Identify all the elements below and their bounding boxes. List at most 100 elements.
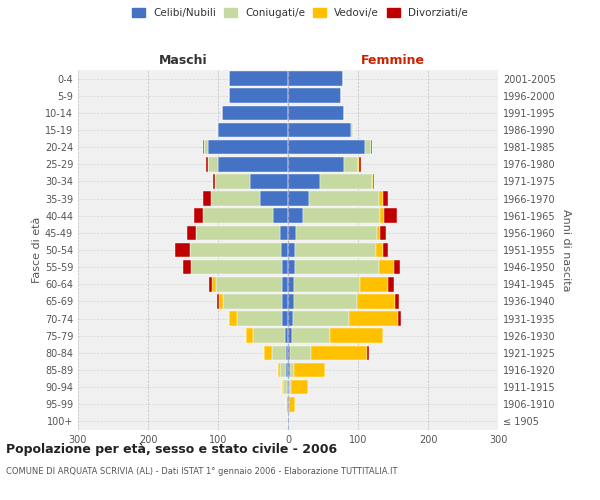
Bar (253, 328, 284, 343)
Bar (377, 226, 380, 240)
Bar (284, 328, 288, 343)
Bar (223, 294, 283, 308)
Bar (209, 277, 212, 291)
Bar (290, 362, 293, 378)
Bar (288, 362, 290, 378)
Bar (309, 192, 379, 206)
Bar (288, 208, 304, 223)
Bar (217, 294, 220, 308)
Bar (288, 192, 309, 206)
Bar (229, 312, 237, 326)
Bar (221, 106, 288, 120)
Bar (295, 242, 376, 258)
Bar (281, 242, 288, 258)
Bar (293, 294, 356, 308)
Bar (359, 157, 361, 172)
Bar (220, 294, 223, 308)
Bar (288, 106, 344, 120)
Bar (288, 157, 344, 172)
Bar (288, 380, 289, 394)
Bar (296, 226, 377, 240)
Bar (286, 362, 288, 378)
Bar (367, 346, 368, 360)
Bar (288, 260, 295, 274)
Bar (379, 260, 394, 274)
Bar (289, 397, 295, 411)
Bar (204, 140, 208, 154)
Bar (373, 174, 374, 188)
Bar (288, 122, 351, 138)
Bar (288, 226, 296, 240)
Bar (351, 122, 353, 138)
Bar (288, 72, 343, 86)
Bar (286, 397, 287, 411)
Text: Maschi: Maschi (158, 54, 208, 68)
Bar (292, 328, 330, 343)
Y-axis label: Fasce di età: Fasce di età (32, 217, 42, 283)
Bar (287, 397, 288, 411)
Bar (380, 208, 384, 223)
Bar (208, 157, 218, 172)
Bar (358, 157, 359, 172)
Bar (376, 242, 383, 258)
Bar (203, 192, 211, 206)
Bar (280, 226, 288, 240)
Bar (216, 277, 283, 291)
Bar (395, 294, 398, 308)
Bar (175, 242, 190, 258)
Bar (283, 277, 288, 291)
Bar (288, 328, 292, 343)
Bar (356, 294, 395, 308)
Bar (330, 328, 383, 343)
Bar (203, 140, 204, 154)
Bar (203, 208, 272, 223)
Bar (212, 277, 216, 291)
Bar (288, 414, 289, 428)
Bar (371, 140, 372, 154)
Bar (288, 140, 365, 154)
Bar (380, 226, 386, 240)
Bar (237, 312, 283, 326)
Bar (288, 277, 293, 291)
Bar (365, 140, 371, 154)
Bar (229, 72, 288, 86)
Bar (183, 260, 191, 274)
Bar (320, 174, 372, 188)
Text: Popolazione per età, sesso e stato civile - 2006: Popolazione per età, sesso e stato civil… (6, 442, 337, 456)
Bar (190, 242, 281, 258)
Bar (215, 174, 250, 188)
Bar (218, 157, 288, 172)
Legend: Celibi/Nubili, Coniugati/e, Vedovi/e, Divorziati/e: Celibi/Nubili, Coniugati/e, Vedovi/e, Di… (132, 8, 468, 18)
Text: COMUNE DI ARQUATA SCRIVIA (AL) - Dati ISTAT 1° gennaio 2006 - Elaborazione TUTTI: COMUNE DI ARQUATA SCRIVIA (AL) - Dati IS… (6, 468, 398, 476)
Bar (379, 192, 383, 206)
Bar (289, 380, 291, 394)
Bar (260, 192, 288, 206)
Bar (383, 192, 388, 206)
Bar (288, 312, 293, 326)
Bar (218, 122, 288, 138)
Bar (272, 346, 286, 360)
Bar (229, 88, 288, 103)
Bar (280, 362, 286, 378)
Bar (283, 312, 288, 326)
Bar (394, 260, 400, 274)
Y-axis label: Anni di nascita: Anni di nascita (561, 209, 571, 291)
Bar (384, 208, 397, 223)
Bar (288, 294, 293, 308)
Bar (288, 174, 320, 188)
Bar (398, 312, 401, 326)
Bar (250, 174, 288, 188)
Bar (191, 260, 283, 274)
Bar (187, 226, 196, 240)
Bar (283, 294, 288, 308)
Bar (196, 226, 280, 240)
Bar (211, 192, 260, 206)
Bar (291, 380, 308, 394)
Bar (293, 277, 360, 291)
Bar (283, 260, 288, 274)
Bar (282, 380, 283, 394)
Bar (383, 242, 388, 258)
Bar (344, 157, 358, 172)
Bar (311, 346, 367, 360)
Bar (295, 260, 379, 274)
